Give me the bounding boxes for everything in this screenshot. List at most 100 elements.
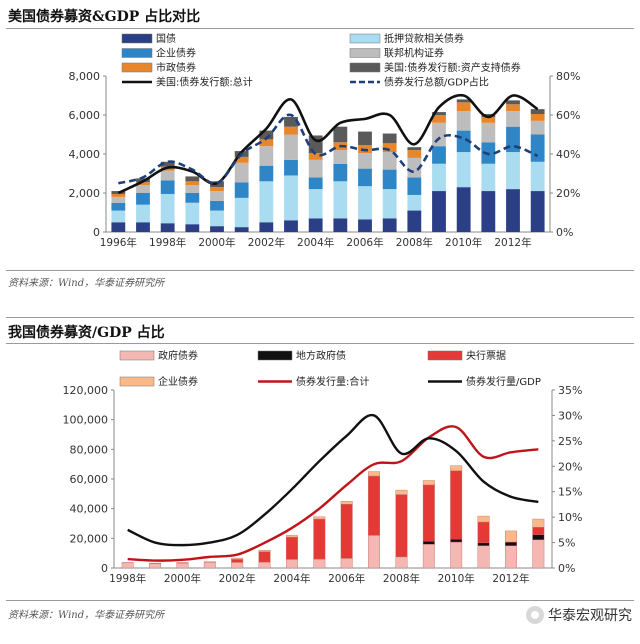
bar-1-s1 [210,210,224,227]
bar-2-s3 [203,561,216,564]
bar-1-s0 [111,222,126,232]
bar-2-s0 [313,558,326,569]
bar-1-s4 [210,187,224,192]
legend-label: 抵押贷款相关债券 [384,32,464,45]
left-tick-label: 80,000 [70,443,109,456]
x-tick-label: 2000年 [164,572,201,585]
legend-item: 地方政府债 [257,349,346,362]
x-tick-label: 2010年 [445,236,482,249]
legend-item: 债券发行总额/GDP占比 [350,76,489,89]
bar-2-s3 [258,549,271,552]
right-tick-label: 80% [556,70,580,83]
bar-1-s2 [234,182,249,198]
right-tick-label: 20% [556,187,580,200]
x-tick-label: 1998年 [109,572,146,585]
bar-1-s0 [382,218,397,232]
x-tick-label: 2004年 [273,572,310,585]
line-series-0 [117,93,539,195]
bar-2-s0 [477,545,490,569]
bar-1-s1 [407,194,422,211]
bar-1-s1 [284,175,298,221]
bar-1-s2 [111,202,126,211]
bar-1-s5 [382,133,397,144]
bar-1-s2 [160,180,175,194]
legend-label: 债券发行总额/GDP占比 [384,76,489,89]
right-tick-label: 60% [556,109,580,122]
bar-1-s5 [259,130,274,140]
right-tick-label: 0% [556,226,573,239]
legend-item: 央行票据 [427,349,506,362]
bar-1-s5 [456,99,471,103]
legend-label: 美国:债券发行额:总计 [156,76,253,89]
bar-1-s4 [259,139,274,147]
right-tick-label: 10% [558,511,582,524]
title-rule-cn [6,343,634,344]
bar-1-s0 [506,189,520,232]
bar-1-s1 [259,181,274,223]
legend-label: 市政债券 [156,61,196,74]
legend-item: 联邦机构证券 [349,47,444,60]
bar-2-s1 [422,541,435,545]
bar-1-s2 [432,146,446,164]
bar-2-s0 [368,535,381,569]
bar-2-s0 [176,562,189,569]
bar-1-s1 [308,189,323,219]
left-tick-label: 120,000 [63,384,109,397]
legend-label: 债券发行量:合计 [296,375,369,388]
panel-title-us: 美国债券募资&GDP 占比对比 [8,9,201,25]
bar-2-s1 [532,534,545,541]
bar-1-s5 [407,147,422,151]
bar-2-s2 [340,504,353,559]
bar-1-s3 [481,122,496,143]
bar-2-s3 [450,465,463,472]
bar-1-s5 [530,109,545,115]
bar-2-s3 [231,557,244,560]
bar-1-s0 [358,219,372,232]
legend-swatch [427,350,463,361]
bar-1-s4 [136,182,150,186]
bar-2-s0 [231,562,244,569]
bar-1-s2 [382,169,397,190]
source-note-us: 资料来源：Wind，华泰证券研究所 [8,278,165,289]
legend-item: 债券发行量/GDP [428,375,541,388]
bar-1-s1 [160,193,175,224]
right-tick-label: 35% [558,384,582,397]
legend-item: 企业债券 [119,375,198,388]
bar-2-s3 [477,515,490,523]
bar-1-s2 [185,193,200,203]
right-tick-label: 30% [558,409,582,422]
line-series-1 [127,413,539,547]
bar-1-s2 [308,177,323,190]
legend-swatch [349,62,381,73]
bar-1-s3 [333,150,348,164]
bar-2-s0 [149,563,162,569]
bar-2-s2 [368,475,381,536]
bar-1-s3 [210,191,224,201]
bar-2-s2 [422,484,435,542]
bar-1-s0 [284,220,298,232]
bar-2-s2 [477,521,490,543]
bar-1-s3 [284,134,298,160]
legend-item: 美国:债券发行额:总计 [122,76,253,89]
bar-2-s1 [450,538,463,543]
bar-1-s3 [382,152,397,170]
bar-2-s0 [504,545,517,569]
legend-label: 政府债券 [158,349,198,362]
bar-1-s4 [481,116,496,123]
x-tick-label: 2008年 [383,572,420,585]
bar-1-s1 [234,197,249,228]
bar-1-s0 [456,187,471,232]
bar-1-s4 [530,114,545,121]
x-tick-label: 2006年 [346,236,383,249]
bar-2-s0 [203,562,216,569]
bar-1-s3 [432,122,446,147]
bar-2-s2 [313,518,326,560]
bar-1-s3 [530,120,545,135]
bar-1-s5 [506,100,520,105]
legend-item: 抵押贷款相关债券 [349,32,464,45]
cn-bond-chart: 0 20,000 40,000 60,000 80,000 100,000 120,000 0… [63,349,583,585]
right-tick-label: 40% [556,148,580,161]
legend-swatch [119,350,155,361]
x-tick-label: 2002年 [248,236,285,249]
bar-1-s0 [210,226,224,232]
